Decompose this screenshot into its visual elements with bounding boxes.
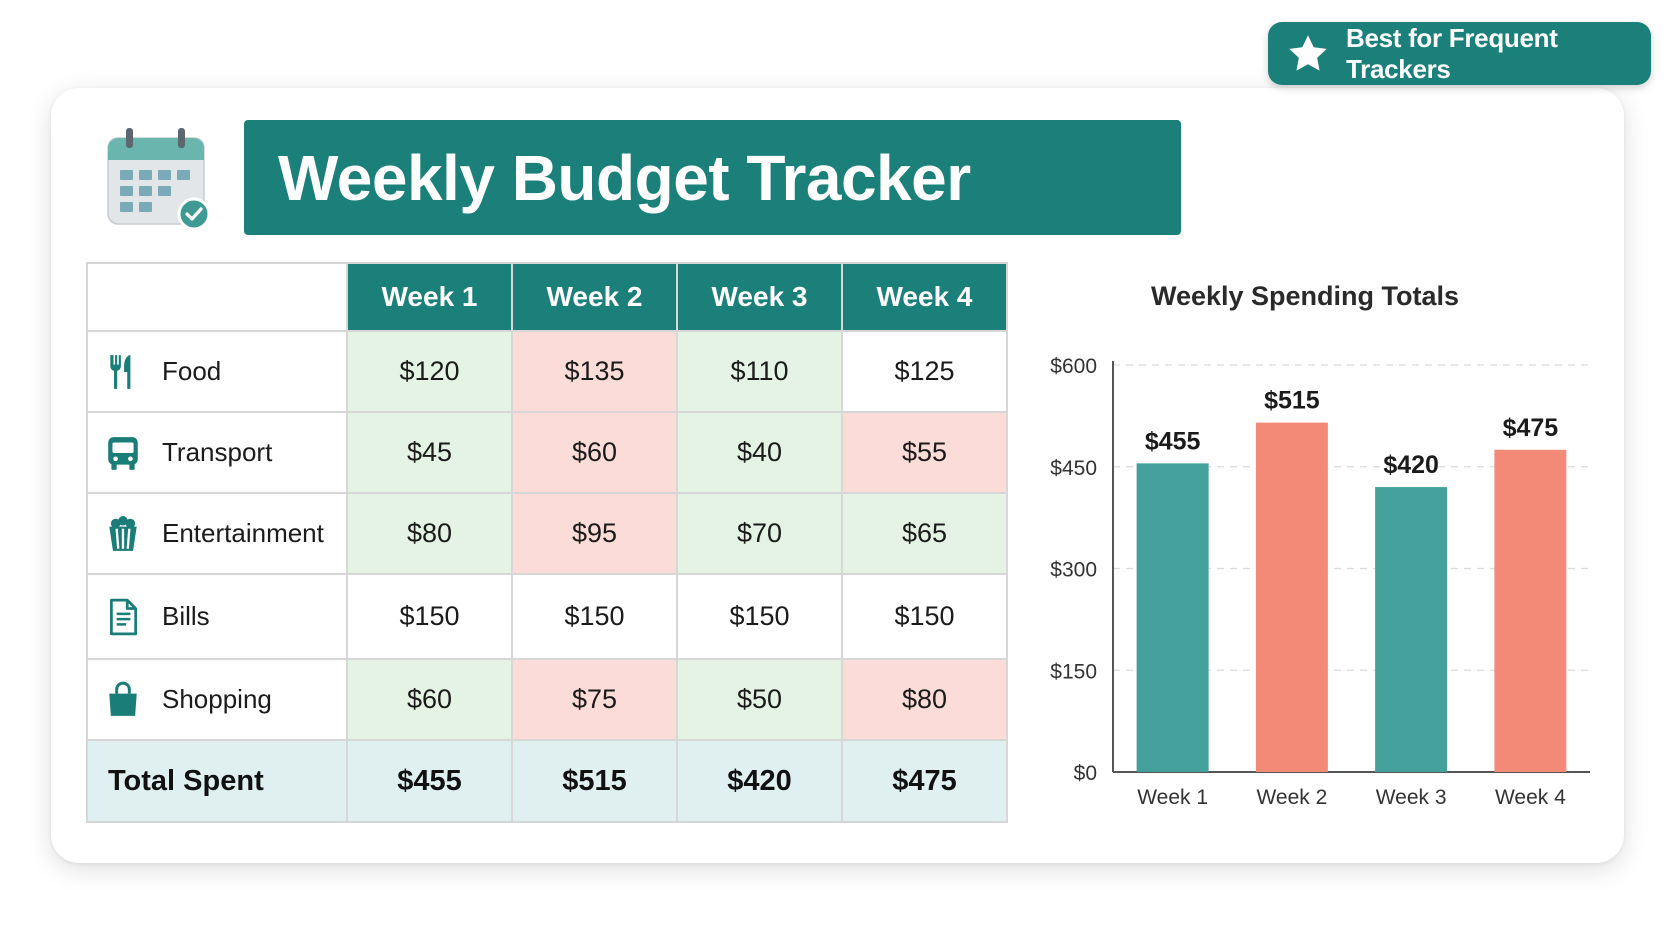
page-title: Weekly Budget Tracker [278,141,971,214]
y-tick-label: $0 [1074,762,1097,785]
table-cell: $110 [676,330,843,413]
badge-label: Best for Frequent Trackers [1346,22,1558,84]
total-cell: $475 [841,739,1008,823]
best-for-badge: Best for Frequent Trackers [1268,22,1651,85]
popcorn-icon [109,515,137,551]
row-label: Food [162,356,222,386]
calendar-check-icon [107,128,211,231]
bar-value-label: $420 [1383,451,1439,479]
table-cell: $60 [346,658,513,741]
table-cell: $150 [841,573,1008,660]
row-label-cell: Transport [86,411,348,494]
row-label: Bills [162,601,210,631]
table-cell: $50 [676,658,843,741]
document-icon [110,598,138,635]
x-tick-label: Week 4 [1495,786,1566,809]
column-header: Week 2 [511,262,678,332]
fork-knife-icon [110,354,131,389]
title-banner: Weekly Budget Tracker [244,120,1181,235]
header-blank-cell [86,262,348,332]
bar-value-label: $475 [1503,414,1559,442]
chart-bar [1494,449,1567,772]
bar-value-label: $515 [1264,387,1320,415]
chart-svg: $0 $150 $300 $450 $600 $455 Week 1 $515 Week 2 $4… [1050,355,1590,809]
table-cell: $95 [511,492,678,575]
budget-table: Week 1 Week 2 Week 3 Week 4 Food $120 $1… [86,262,1008,823]
bus-icon [108,436,138,470]
total-cell: $420 [676,739,843,823]
table-cell: $70 [676,492,843,575]
table-cell: $135 [511,330,678,413]
row-label-cell: Shopping [86,658,348,741]
chart-title: Weekly Spending Totals [1150,281,1460,311]
table-cell: $120 [346,330,513,413]
bar-value-label: $455 [1145,427,1201,455]
column-header: Week 1 [346,262,513,332]
table-cell: $125 [841,330,1008,413]
row-label: Transport [162,437,273,467]
total-label: Total Spent [86,739,348,823]
table-cell: $40 [676,411,843,494]
x-tick-label: Week 2 [1256,786,1327,809]
table-row-entertainment: Entertainment $80 $95 $70 $65 [86,492,1008,575]
total-cell: $455 [346,739,513,823]
table-cell: $45 [346,411,513,494]
table-cell: $60 [511,411,678,494]
table-cell: $65 [841,492,1008,575]
table-cell: $55 [841,411,1008,494]
table-row-bills: Bills $150 $150 $150 $150 [86,573,1008,660]
row-label-cell: Bills [86,573,348,660]
table-cell: $80 [346,492,513,575]
table-row-shopping: Shopping $60 $75 $50 $80 [86,658,1008,741]
table-cell: $80 [841,658,1008,741]
table-row-total: Total Spent $455 $515 $420 $475 [86,739,1008,823]
spending-chart: Weekly Spending Totals $0 $150 $300 $450 $60… [1030,265,1610,825]
total-cell: $515 [511,739,678,823]
table-cell: $150 [676,573,843,660]
column-header: Week 4 [841,262,1008,332]
table-row-transport: Transport $45 $60 $40 $55 [86,411,1008,494]
table-header-row: Week 1 Week 2 Week 3 Week 4 [86,262,1008,332]
row-label: Shopping [162,684,272,714]
y-tick-label: $150 [1050,660,1097,683]
row-label: Entertainment [162,518,324,548]
table-cell: $150 [346,573,513,660]
table-cell: $150 [511,573,678,660]
row-label-cell: Food [86,330,348,413]
x-tick-label: Week 1 [1137,786,1208,809]
table-row-food: Food $120 $135 $110 $125 [86,330,1008,413]
y-tick-label: $450 [1050,457,1097,480]
column-header: Week 3 [676,262,843,332]
chart-bar [1375,487,1448,772]
row-label-cell: Entertainment [86,492,348,575]
chart-bar [1255,422,1328,772]
y-tick-label: $600 [1050,355,1097,378]
table-cell: $75 [511,658,678,741]
star-icon [1289,34,1327,71]
chart-bar [1136,463,1209,772]
shopping-bag-icon [109,681,137,716]
x-tick-label: Week 3 [1376,786,1447,809]
y-tick-label: $300 [1050,559,1097,582]
